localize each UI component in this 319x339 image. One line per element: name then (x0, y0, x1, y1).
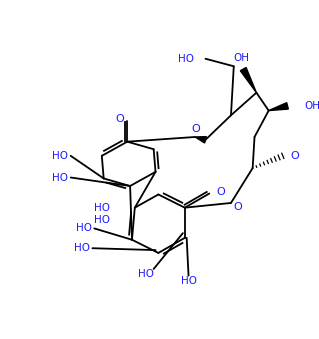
Text: HO: HO (94, 215, 110, 225)
Text: HO: HO (178, 54, 194, 64)
Polygon shape (240, 67, 256, 93)
Text: HO: HO (94, 203, 110, 213)
Text: HO: HO (74, 243, 90, 253)
Text: HO: HO (52, 151, 68, 161)
Text: HO: HO (52, 173, 68, 182)
Text: O: O (290, 151, 299, 161)
Text: OH: OH (233, 53, 249, 63)
Text: O: O (217, 187, 226, 197)
Text: O: O (233, 202, 242, 212)
Text: HO: HO (76, 223, 93, 234)
Polygon shape (269, 103, 288, 111)
Text: O: O (115, 114, 124, 124)
Text: HO: HO (138, 269, 154, 279)
Text: OH: OH (305, 101, 319, 111)
Text: O: O (192, 124, 200, 135)
Text: HO: HO (181, 276, 197, 286)
Polygon shape (195, 137, 206, 143)
